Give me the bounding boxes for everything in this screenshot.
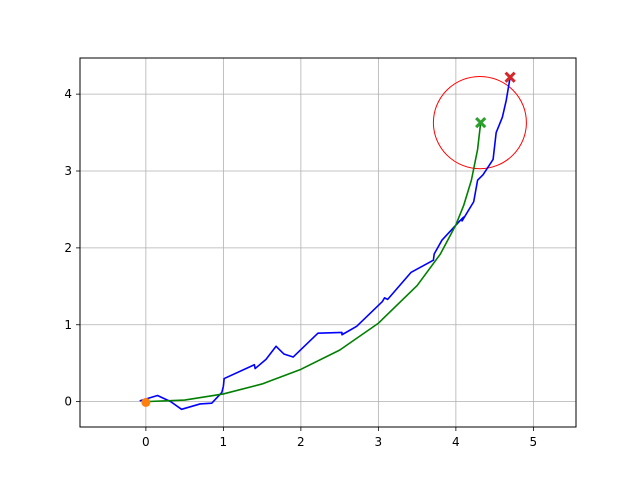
x-tick-label: 4 xyxy=(452,435,460,449)
x-tick-label: 5 xyxy=(530,435,538,449)
axes-frame xyxy=(79,57,577,428)
x-tick-label: 2 xyxy=(297,435,305,449)
start-marker xyxy=(141,397,151,407)
y-tick-label: 3 xyxy=(64,164,72,178)
y-tick-label: 2 xyxy=(64,241,72,255)
grid xyxy=(80,58,576,427)
plot-area xyxy=(139,71,527,411)
y-tick-label: 4 xyxy=(64,87,72,101)
x-tick-label: 1 xyxy=(220,435,228,449)
target-circle xyxy=(432,75,527,170)
x-marker xyxy=(475,116,487,129)
x-marker xyxy=(504,71,516,83)
x-tick-label: 3 xyxy=(375,435,383,449)
y-tick-label: 0 xyxy=(64,395,72,409)
trajectory-line xyxy=(139,77,511,411)
y-tick-label: 1 xyxy=(64,318,72,332)
axis-ticks: 0 1 2 3 4 5 0 1 2 3 4 xyxy=(64,87,537,449)
reference-curve xyxy=(145,122,482,403)
x-tick-label: 0 xyxy=(142,435,150,449)
